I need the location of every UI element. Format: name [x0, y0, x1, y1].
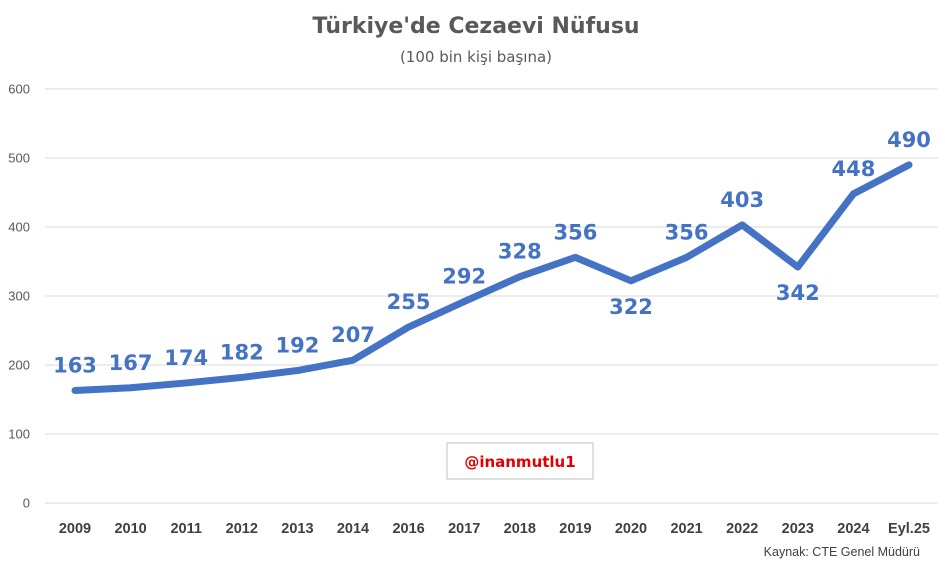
x-tick-label: 2017 [448, 521, 480, 537]
x-tick-label: 2013 [281, 521, 313, 537]
data-label: 192 [275, 334, 319, 358]
data-label: 448 [831, 157, 875, 181]
data-label: 182 [220, 340, 264, 364]
chart-subtitle: (100 bin kişi başına) [400, 48, 552, 66]
data-label: 292 [442, 265, 486, 289]
x-tick-label: 2018 [504, 521, 536, 537]
watermark-frame [446, 442, 594, 480]
data-label: 356 [553, 220, 597, 244]
x-tick-label: 2009 [59, 521, 91, 537]
x-tick-label: 2016 [392, 521, 424, 537]
data-label: 174 [164, 346, 208, 370]
data-labels: 163 167 174 182 192 207 255 292 328 356 322 356 403 3… [53, 128, 931, 378]
x-tick-label: 2011 [170, 521, 201, 537]
watermark-box: @inanmutlu1 [446, 442, 594, 480]
data-label: 328 [498, 240, 542, 264]
data-label: 342 [776, 281, 820, 305]
y-tick-label: 200 [8, 358, 30, 373]
data-label: 356 [665, 220, 709, 244]
data-label: 163 [53, 354, 97, 378]
data-label: 322 [609, 295, 653, 319]
x-tick-label: 2019 [559, 521, 591, 537]
x-tick-label: 2021 [670, 521, 702, 537]
source-note: Kaynak: CTE Genel Müdürü [764, 545, 920, 559]
y-tick-label: 100 [8, 427, 30, 442]
y-axis-ticks: 0 100 200 300 400 500 600 [8, 82, 30, 511]
y-tick-label: 400 [8, 220, 30, 235]
x-tick-label: 2020 [615, 521, 647, 537]
x-tick-label: Eyl.25 [888, 521, 930, 537]
data-label: 490 [887, 128, 931, 152]
x-tick-label: 2012 [226, 521, 258, 537]
x-tick-label: 2014 [337, 521, 369, 537]
watermark-text: @inanmutlu1 [464, 453, 575, 471]
x-tick-label: 2010 [114, 521, 146, 537]
x-tick-label: 2023 [782, 521, 814, 537]
data-label: 403 [720, 188, 764, 212]
series-line-group [71, 161, 913, 395]
y-tick-label: 500 [8, 151, 30, 166]
y-tick-label: 0 [23, 496, 30, 511]
data-label: 207 [331, 323, 375, 347]
y-tick-label: 300 [8, 289, 30, 304]
series-line [71, 161, 913, 395]
x-tick-label: 2022 [726, 521, 758, 537]
x-tick-label: 2024 [837, 521, 869, 537]
y-tick-label: 600 [8, 82, 30, 97]
data-label: 255 [387, 290, 431, 314]
gridlines [45, 88, 938, 504]
chart-title: Türkiye'de Cezaevi Nüfusu [312, 14, 639, 39]
data-label: 167 [109, 351, 153, 375]
x-axis-ticks: 2009 2010 2011 2012 2013 2014 2016 2017 2018 2019… [59, 521, 930, 537]
